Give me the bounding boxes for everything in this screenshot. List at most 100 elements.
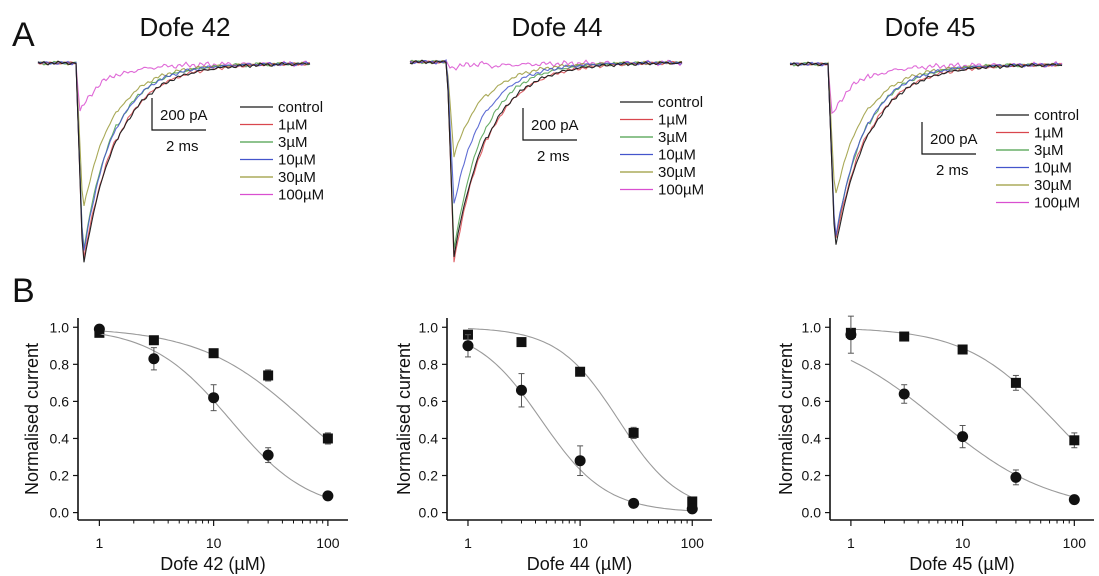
data-point-circle [1010, 471, 1022, 483]
legend-label-1um: 1µM [278, 117, 307, 134]
legend-label-10um: 10µM [1034, 160, 1072, 177]
legend-label-10um: 10µM [658, 147, 696, 164]
x-tick-label: 1 [847, 535, 855, 551]
y-tick-label: 0.2 [802, 468, 822, 484]
panel-letter-a: A [12, 16, 35, 54]
trace-title: Dofe 45 [884, 12, 975, 42]
dose-response-plot-1: 0.0 0.2 0.4 0.6 0.8 1.0 1 10 100 Dofe 42 (µM) Norm… [22, 318, 348, 574]
dose-response-plot-2: 0.0 0.2 0.4 0.6 0.8 1.0 1 10 100 Dofe 44 (µM) Norm… [394, 318, 712, 574]
scale-bar-time-label: 2 ms [166, 138, 199, 155]
legend-label-1um: 1µM [1034, 125, 1063, 142]
x-tick-label: 10 [206, 535, 222, 551]
legend-label-30um: 30µM [278, 169, 316, 186]
legend-label-control: control [278, 99, 323, 116]
trace-30um [789, 61, 1063, 194]
data-point-circle [515, 384, 527, 396]
series-circle [93, 323, 334, 502]
y-tick-label: 0.4 [50, 430, 70, 446]
legend-label-100um: 100µM [658, 182, 704, 199]
trace-title: Dofe 44 [511, 12, 602, 42]
scale-bar-lines [522, 108, 577, 141]
trace-3um [409, 59, 683, 250]
legend-label-100um: 100µM [278, 187, 324, 204]
y-tick-label: 1.0 [419, 319, 439, 335]
y-axis-label: Normalised current [394, 343, 414, 495]
y-tick-label: 0.0 [50, 505, 70, 521]
x-tick-label: 10 [955, 535, 971, 551]
x-tick-label: 10 [572, 535, 588, 551]
y-tick-label: 0.8 [802, 356, 822, 372]
data-point-square [1010, 377, 1021, 388]
data-point-square [516, 337, 527, 348]
scale-bar-lines [921, 122, 976, 155]
dose-response-plot-3: 0.0 0.2 0.4 0.6 0.8 1.0 1 10 100 Dofe 45 (µM) Norm… [776, 315, 1094, 574]
trace-title: Dofe 42 [139, 12, 230, 42]
data-point-square [575, 366, 586, 377]
data-point-square [148, 335, 159, 346]
trace-100um [37, 60, 311, 112]
data-point-circle [628, 497, 640, 509]
legend-label-3um: 3µM [658, 129, 687, 146]
data-point-circle [1068, 494, 1080, 506]
y-tick-label: 0.0 [419, 505, 439, 521]
x-tick-label: 1 [464, 535, 472, 551]
y-tick-label: 0.4 [802, 430, 822, 446]
x-tick-label: 100 [316, 535, 340, 551]
data-point-circle [322, 490, 334, 502]
dose-response-row: 0.0 0.2 0.4 0.6 0.8 1.0 1 10 100 Dofe 42 (µM) Norm… [22, 315, 1094, 574]
trace-control [790, 61, 1063, 245]
data-point-circle [148, 353, 160, 365]
x-tick-label: 100 [1063, 535, 1087, 551]
scale-bar-time-label: 2 ms [537, 148, 570, 165]
data-point-square [628, 427, 639, 438]
data-point-circle [208, 392, 220, 404]
trace-10um [37, 60, 311, 251]
data-point-circle [898, 388, 910, 400]
legend-label-1um: 1µM [658, 112, 687, 129]
y-tick-label: 1.0 [802, 319, 822, 335]
scale-bar: 200 pA 2 ms [522, 108, 579, 165]
series-circle [845, 315, 1080, 506]
data-point-square [1069, 435, 1080, 446]
data-point-square [263, 370, 274, 381]
series-square [462, 328, 698, 507]
legend-label-3um: 3µM [1034, 142, 1063, 159]
panel-letter-b: B [12, 272, 35, 310]
legend-label-30um: 30µM [658, 164, 696, 181]
y-tick-label: 0.6 [50, 393, 70, 409]
scale-bar-current-label: 200 pA [930, 131, 978, 148]
x-axis-label: Dofe 44 (µM) [527, 554, 632, 574]
data-point-circle [845, 329, 857, 341]
scale-bar: 200 pA 2 ms [921, 122, 978, 179]
data-point-circle [957, 431, 969, 443]
series-circle [462, 334, 698, 515]
y-tick-label: 0.8 [419, 356, 439, 372]
scale-bar: 200 pA 2 ms [151, 98, 208, 155]
data-point-circle [574, 455, 586, 467]
y-tick-label: 0.2 [50, 468, 70, 484]
y-tick-label: 1.0 [50, 319, 70, 335]
data-point-square [687, 496, 698, 507]
y-tick-label: 0.6 [802, 393, 822, 409]
x-tick-label: 1 [95, 535, 103, 551]
scale-bar-current-label: 200 pA [531, 117, 579, 134]
trace-control [409, 59, 683, 257]
trace-control [37, 60, 310, 263]
scale-bar-current-label: 200 pA [160, 107, 208, 124]
fit-curve [99, 333, 329, 499]
y-tick-label: 0.6 [419, 393, 439, 409]
legend-label-control: control [1034, 107, 1079, 124]
legend-label-10um: 10µM [278, 152, 316, 169]
legend-label-100um: 100µM [1034, 195, 1080, 212]
data-point-circle [462, 340, 474, 352]
y-tick-label: 0.0 [802, 505, 822, 521]
data-point-square [208, 348, 219, 359]
x-tick-label: 100 [681, 535, 705, 551]
y-axis-label: Normalised current [776, 343, 796, 495]
y-tick-label: 0.8 [50, 356, 70, 372]
legend-label-30um: 30µM [1034, 177, 1072, 194]
